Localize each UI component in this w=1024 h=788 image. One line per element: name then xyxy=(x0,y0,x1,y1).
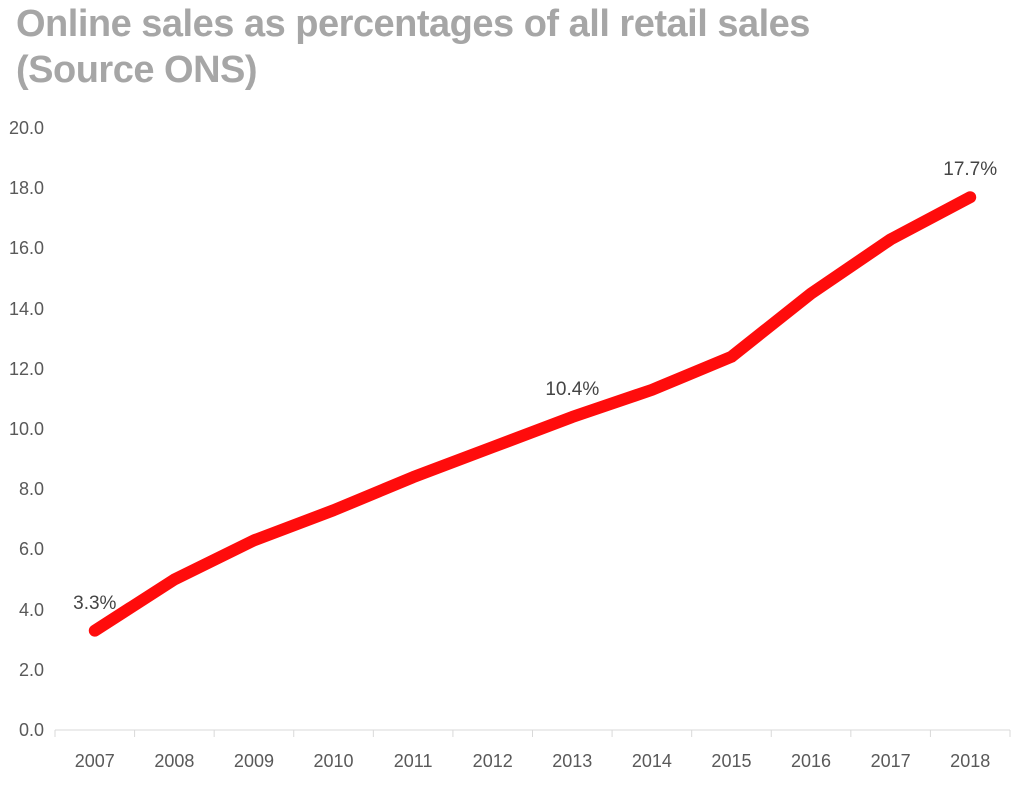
data-label: 3.3% xyxy=(73,594,116,613)
y-tick-label: 14.0 xyxy=(0,300,44,318)
x-tick-label: 2010 xyxy=(314,752,354,770)
y-tick-label: 10.0 xyxy=(0,420,44,438)
x-tick-label: 2013 xyxy=(552,752,592,770)
y-tick-label: 2.0 xyxy=(0,661,44,679)
y-tick-label: 20.0 xyxy=(0,119,44,137)
x-tick-label: 2016 xyxy=(791,752,831,770)
y-tick-label: 12.0 xyxy=(0,360,44,378)
x-tick-label: 2009 xyxy=(234,752,274,770)
chart-frame: Online sales as percentages of all retai… xyxy=(0,0,1024,788)
x-tick-label: 2014 xyxy=(632,752,672,770)
y-tick-label: 4.0 xyxy=(0,601,44,619)
x-tick-label: 2008 xyxy=(154,752,194,770)
x-tick-label: 2007 xyxy=(75,752,115,770)
x-tick-label: 2015 xyxy=(711,752,751,770)
data-label: 10.4% xyxy=(545,380,599,399)
y-tick-label: 16.0 xyxy=(0,239,44,257)
x-tick-label: 2018 xyxy=(950,752,990,770)
x-tick-label: 2017 xyxy=(871,752,911,770)
y-tick-label: 8.0 xyxy=(0,480,44,498)
y-tick-label: 18.0 xyxy=(0,179,44,197)
x-tick-label: 2011 xyxy=(394,752,433,770)
x-tick-label: 2012 xyxy=(473,752,513,770)
y-tick-label: 0.0 xyxy=(0,721,44,739)
chart-svg xyxy=(0,0,1024,788)
y-tick-label: 6.0 xyxy=(0,540,44,558)
series-line-online-sales-pct xyxy=(95,197,970,630)
data-label: 17.7% xyxy=(943,160,997,179)
